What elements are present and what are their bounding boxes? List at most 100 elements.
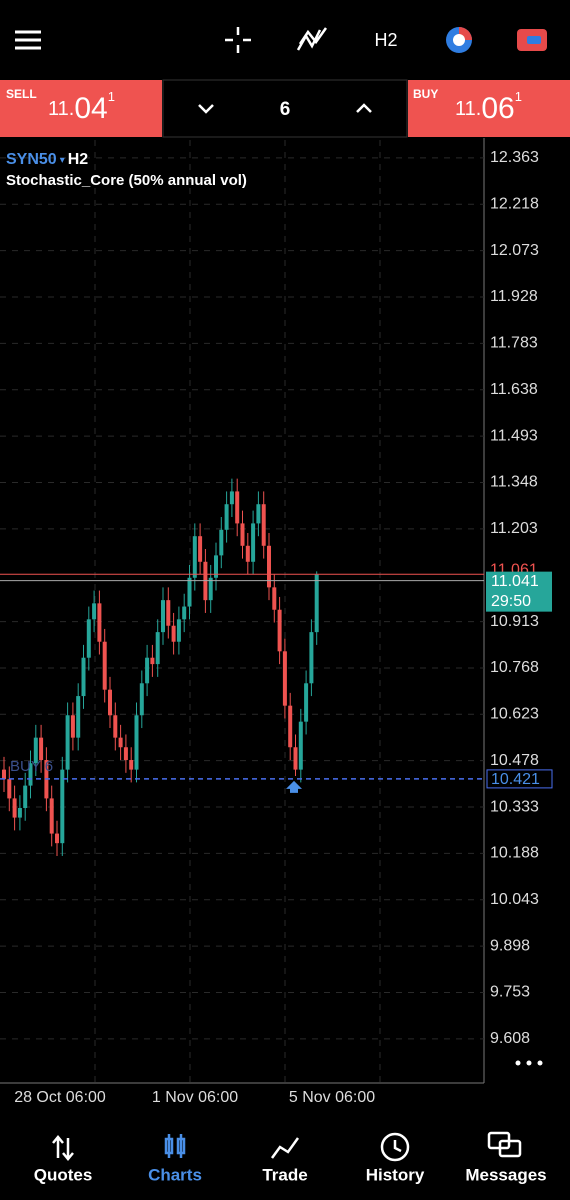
candle-body [97,603,102,642]
countdown: 29:50 [491,593,531,610]
candle-body [123,747,128,761]
candle-body [70,715,75,738]
candle-body [86,619,91,658]
bottom-nav: Quotes Charts Trade History Messages [34,1165,547,1184]
y-tick-label: 9.608 [490,1030,530,1047]
candle-body [17,807,22,818]
grid: 12.363 12.218 12.073 11.928 11.783 11.638 11.4… [0,149,539,1047]
candle-body [298,721,303,770]
candle-body [166,600,171,626]
candle-body [267,545,271,588]
candle-body [240,523,245,546]
nav-item[interactable]: History [366,1165,425,1184]
candle-body [293,747,298,770]
trade-button[interactable] [517,29,547,51]
y-tick-label: 12.363 [490,149,539,166]
candle-body [277,609,282,652]
order-arrow [286,780,302,793]
nav-item[interactable]: Quotes [34,1165,93,1184]
crosshair-button[interactable] [225,27,251,53]
chart-symbol: SYN50 ▾ H2 [6,151,88,168]
y-tick-label: 11.783 [490,335,538,352]
nav-item[interactable]: Trade [262,1165,307,1184]
buy-label: BUY [413,87,438,101]
y-tick-label: 11.638 [490,381,538,398]
candle-body [150,657,155,665]
y-tick-label: 10.333 [490,798,539,815]
indicator-name: Stochastic_Core (50% annual vol) [6,172,247,189]
candle-body [129,760,134,770]
candle-body [219,529,224,556]
candle-body [33,737,38,764]
volume-value: 6 [280,99,291,120]
y-tick-label: 9.898 [490,937,530,954]
candle-body [229,491,234,505]
candle-body [28,763,33,786]
candle-body [23,785,28,808]
bid-label: 11.041 [491,573,539,590]
y-tick-label: 11.203 [490,520,538,537]
candle-body [55,833,59,844]
candle-body [134,715,139,770]
candle-body [251,523,256,562]
order-price-box [486,769,553,789]
objects-button[interactable] [446,27,472,53]
x-tick-label: 5 Nov 06:00 [289,1089,375,1106]
y-tick-label: 11.493 [490,427,538,444]
volume-up[interactable] [356,103,372,113]
bid-label-box [486,571,552,612]
sell-button[interactable] [0,80,162,137]
candle-body [256,504,261,524]
timeframe-button[interactable]: H2 [374,30,397,50]
y-tick-label: 10.478 [490,752,539,769]
volume-down[interactable] [198,104,214,114]
candle-body [113,715,118,738]
candle-body [171,625,176,642]
y-tick-label: 10.768 [490,659,539,676]
candle-body [60,769,65,844]
y-tick-label: 9.753 [490,984,530,1001]
x-tick-label: 28 Oct 06:00 [14,1089,106,1106]
candle-body [224,504,229,530]
candle-body [7,779,12,799]
candle-body [118,737,123,748]
y-tick-label: 12.073 [490,242,539,259]
candle-body [12,798,17,818]
candle-body [145,657,150,684]
menu-button[interactable] [15,30,41,50]
candle-body [288,705,293,748]
y-tick-label: 10.913 [490,613,539,630]
candle-body [235,491,240,524]
candle-body [261,504,266,546]
candle-body [139,683,144,716]
candle-body [39,737,44,761]
candle-body [81,657,86,697]
x-tick-label: 1 Nov 06:00 [152,1089,238,1106]
buy-button[interactable] [408,80,570,137]
order-label: BUY 6 [10,758,53,775]
candle-body [208,577,213,601]
sell-label: SELL [6,87,37,101]
candle-body [314,574,319,633]
more-button[interactable] [515,1060,543,1066]
candle-body [49,798,54,834]
candle-body [108,689,112,716]
candle-body [182,606,187,620]
indicators-button[interactable] [296,27,328,51]
candle-body [161,600,165,633]
buy-price: 11.061 [455,89,522,124]
sell-price: 11.041 [48,89,115,124]
candle-body [245,545,250,562]
y-tick-label: 10.623 [490,706,539,723]
y-tick-label: 12.218 [490,195,539,212]
candle-body [309,632,314,684]
vertical-grid [94,140,381,1083]
nav-item[interactable]: Charts [148,1165,202,1184]
nav-item[interactable]: Messages [465,1165,546,1184]
y-tick-label: 10.043 [490,891,539,908]
y-tick-label: 10.188 [490,845,539,862]
candle-body [187,577,192,607]
